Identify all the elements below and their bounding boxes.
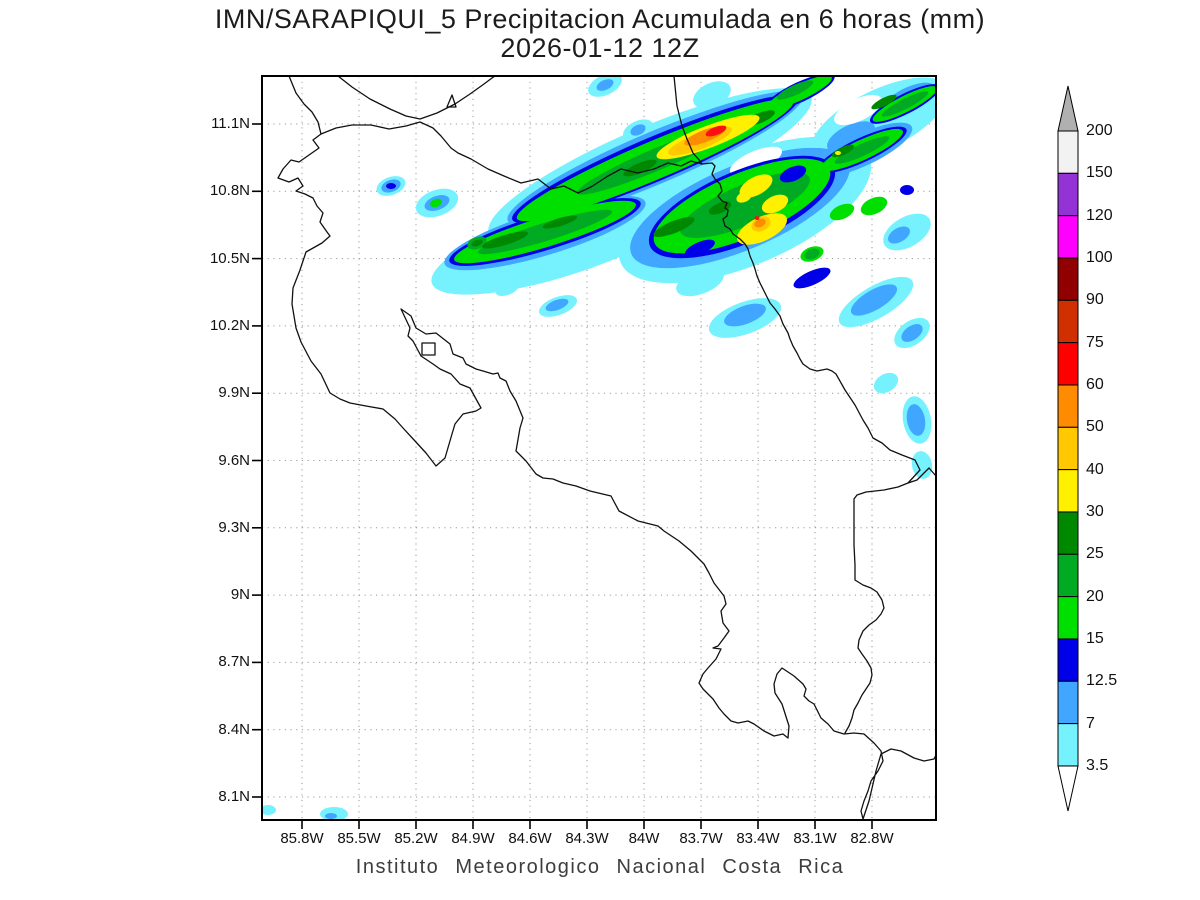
colorbar-value-label: 120	[1086, 206, 1113, 224]
colorbar-value-label: 7	[1086, 714, 1095, 732]
colorbar-value-label: 15	[1086, 629, 1104, 647]
plot-subtitle-datetime: 2026-01-12 12Z	[500, 33, 700, 63]
colorbar-cell	[1057, 342, 1079, 386]
lat-tick-label: 9.6N	[218, 451, 250, 469]
colorbar-cell	[1057, 215, 1079, 259]
colorbar	[1057, 130, 1079, 767]
colorbar-value-label: 75	[1086, 333, 1104, 351]
colorbar-value-label: 12.5	[1086, 672, 1118, 690]
colorbar-value-label: 3.5	[1086, 756, 1109, 774]
lat-tick-label: 8.1N	[218, 788, 250, 805]
colorbar-cell	[1057, 596, 1079, 640]
precip-layer-darkgreen-25	[471, 94, 897, 249]
lon-tick-label: 83.4W	[736, 830, 780, 847]
lon-tick-label: 84.6W	[508, 830, 552, 847]
panama-border	[844, 482, 909, 734]
map-frame	[261, 75, 937, 821]
lat-tick-label: 10.5N	[209, 249, 250, 267]
lon-tick-label: 83.1W	[793, 830, 837, 847]
lat-tick-label: 8.4N	[218, 720, 250, 738]
colorbar-cell	[1057, 638, 1079, 682]
colorbar-cell	[1057, 511, 1079, 555]
lon-tick-label: 84.9W	[451, 830, 495, 847]
colorbar-cell	[1057, 130, 1079, 174]
lon-tick-label: 85.8W	[280, 830, 324, 847]
colorbar-cell	[1057, 723, 1079, 767]
colorbar-value-label: 150	[1086, 164, 1113, 182]
lat-tick-label: 9N	[230, 586, 250, 604]
colorbar-value-label: 200	[1086, 122, 1113, 139]
lon-tick-label: 82.8W	[850, 830, 894, 847]
colorbar-cell	[1057, 426, 1079, 471]
colorbar-value-label: 30	[1086, 502, 1104, 520]
lat-tick-label: 9.3N	[218, 518, 250, 536]
colorbar-top-arrow	[1057, 85, 1079, 132]
colorbar-cell	[1057, 680, 1079, 725]
lake-island	[446, 94, 457, 108]
lon-tick-label: 85.5W	[337, 830, 381, 847]
colorbar-value-label: 40	[1086, 460, 1104, 478]
colorbar-value-label: 25	[1086, 545, 1104, 563]
caribbean-coast	[673, 75, 937, 484]
colorbar-cell	[1057, 553, 1079, 598]
precip-layer-red-60	[705, 125, 760, 220]
lon-tick-label: 84.3W	[565, 830, 609, 847]
lat-tick-label: 11.1N	[211, 115, 250, 132]
lon-tick-label: 85.2W	[394, 830, 438, 847]
colorbar-cell	[1057, 257, 1079, 301]
lake-nicaragua-shore	[337, 75, 496, 120]
colorbar-cell	[1057, 172, 1079, 217]
colorbar-cell	[1057, 299, 1079, 344]
lat-tick-label: 10.2N	[209, 316, 250, 334]
lat-tick-label: 10.8N	[209, 182, 250, 200]
lon-tick-label: 84W	[628, 830, 660, 847]
colorbar-value-label: 20	[1086, 587, 1104, 605]
axis-ticks	[252, 123, 873, 829]
plot-title: IMN/SARAPIQUI_5 Precipitacion Acumulada …	[214, 4, 986, 34]
precip-layer-darkblue-cores	[685, 165, 831, 289]
nicaragua-border	[320, 121, 703, 194]
footer-institute-caption: Instituto Meteorologico Nacional Costa R…	[355, 856, 845, 878]
colorbar-value-label: 100	[1086, 248, 1113, 266]
colorbar-cell	[1057, 384, 1079, 428]
gulf-of-nicoya-island	[421, 342, 436, 356]
colorbar-value-label: 50	[1086, 418, 1104, 436]
coastline-layer	[277, 75, 937, 820]
colorbar-cell	[1057, 469, 1079, 513]
colorbar-value-label: 90	[1086, 291, 1104, 309]
lat-tick-label: 9.9N	[218, 384, 250, 402]
lat-tick-label: 8.7N	[218, 653, 250, 671]
lon-tick-label: 83.7W	[679, 830, 723, 847]
costa-rica-pacific-coast	[277, 75, 937, 820]
colorbar-value-label: 60	[1086, 375, 1104, 393]
colorbar-bottom-arrow	[1057, 765, 1079, 812]
